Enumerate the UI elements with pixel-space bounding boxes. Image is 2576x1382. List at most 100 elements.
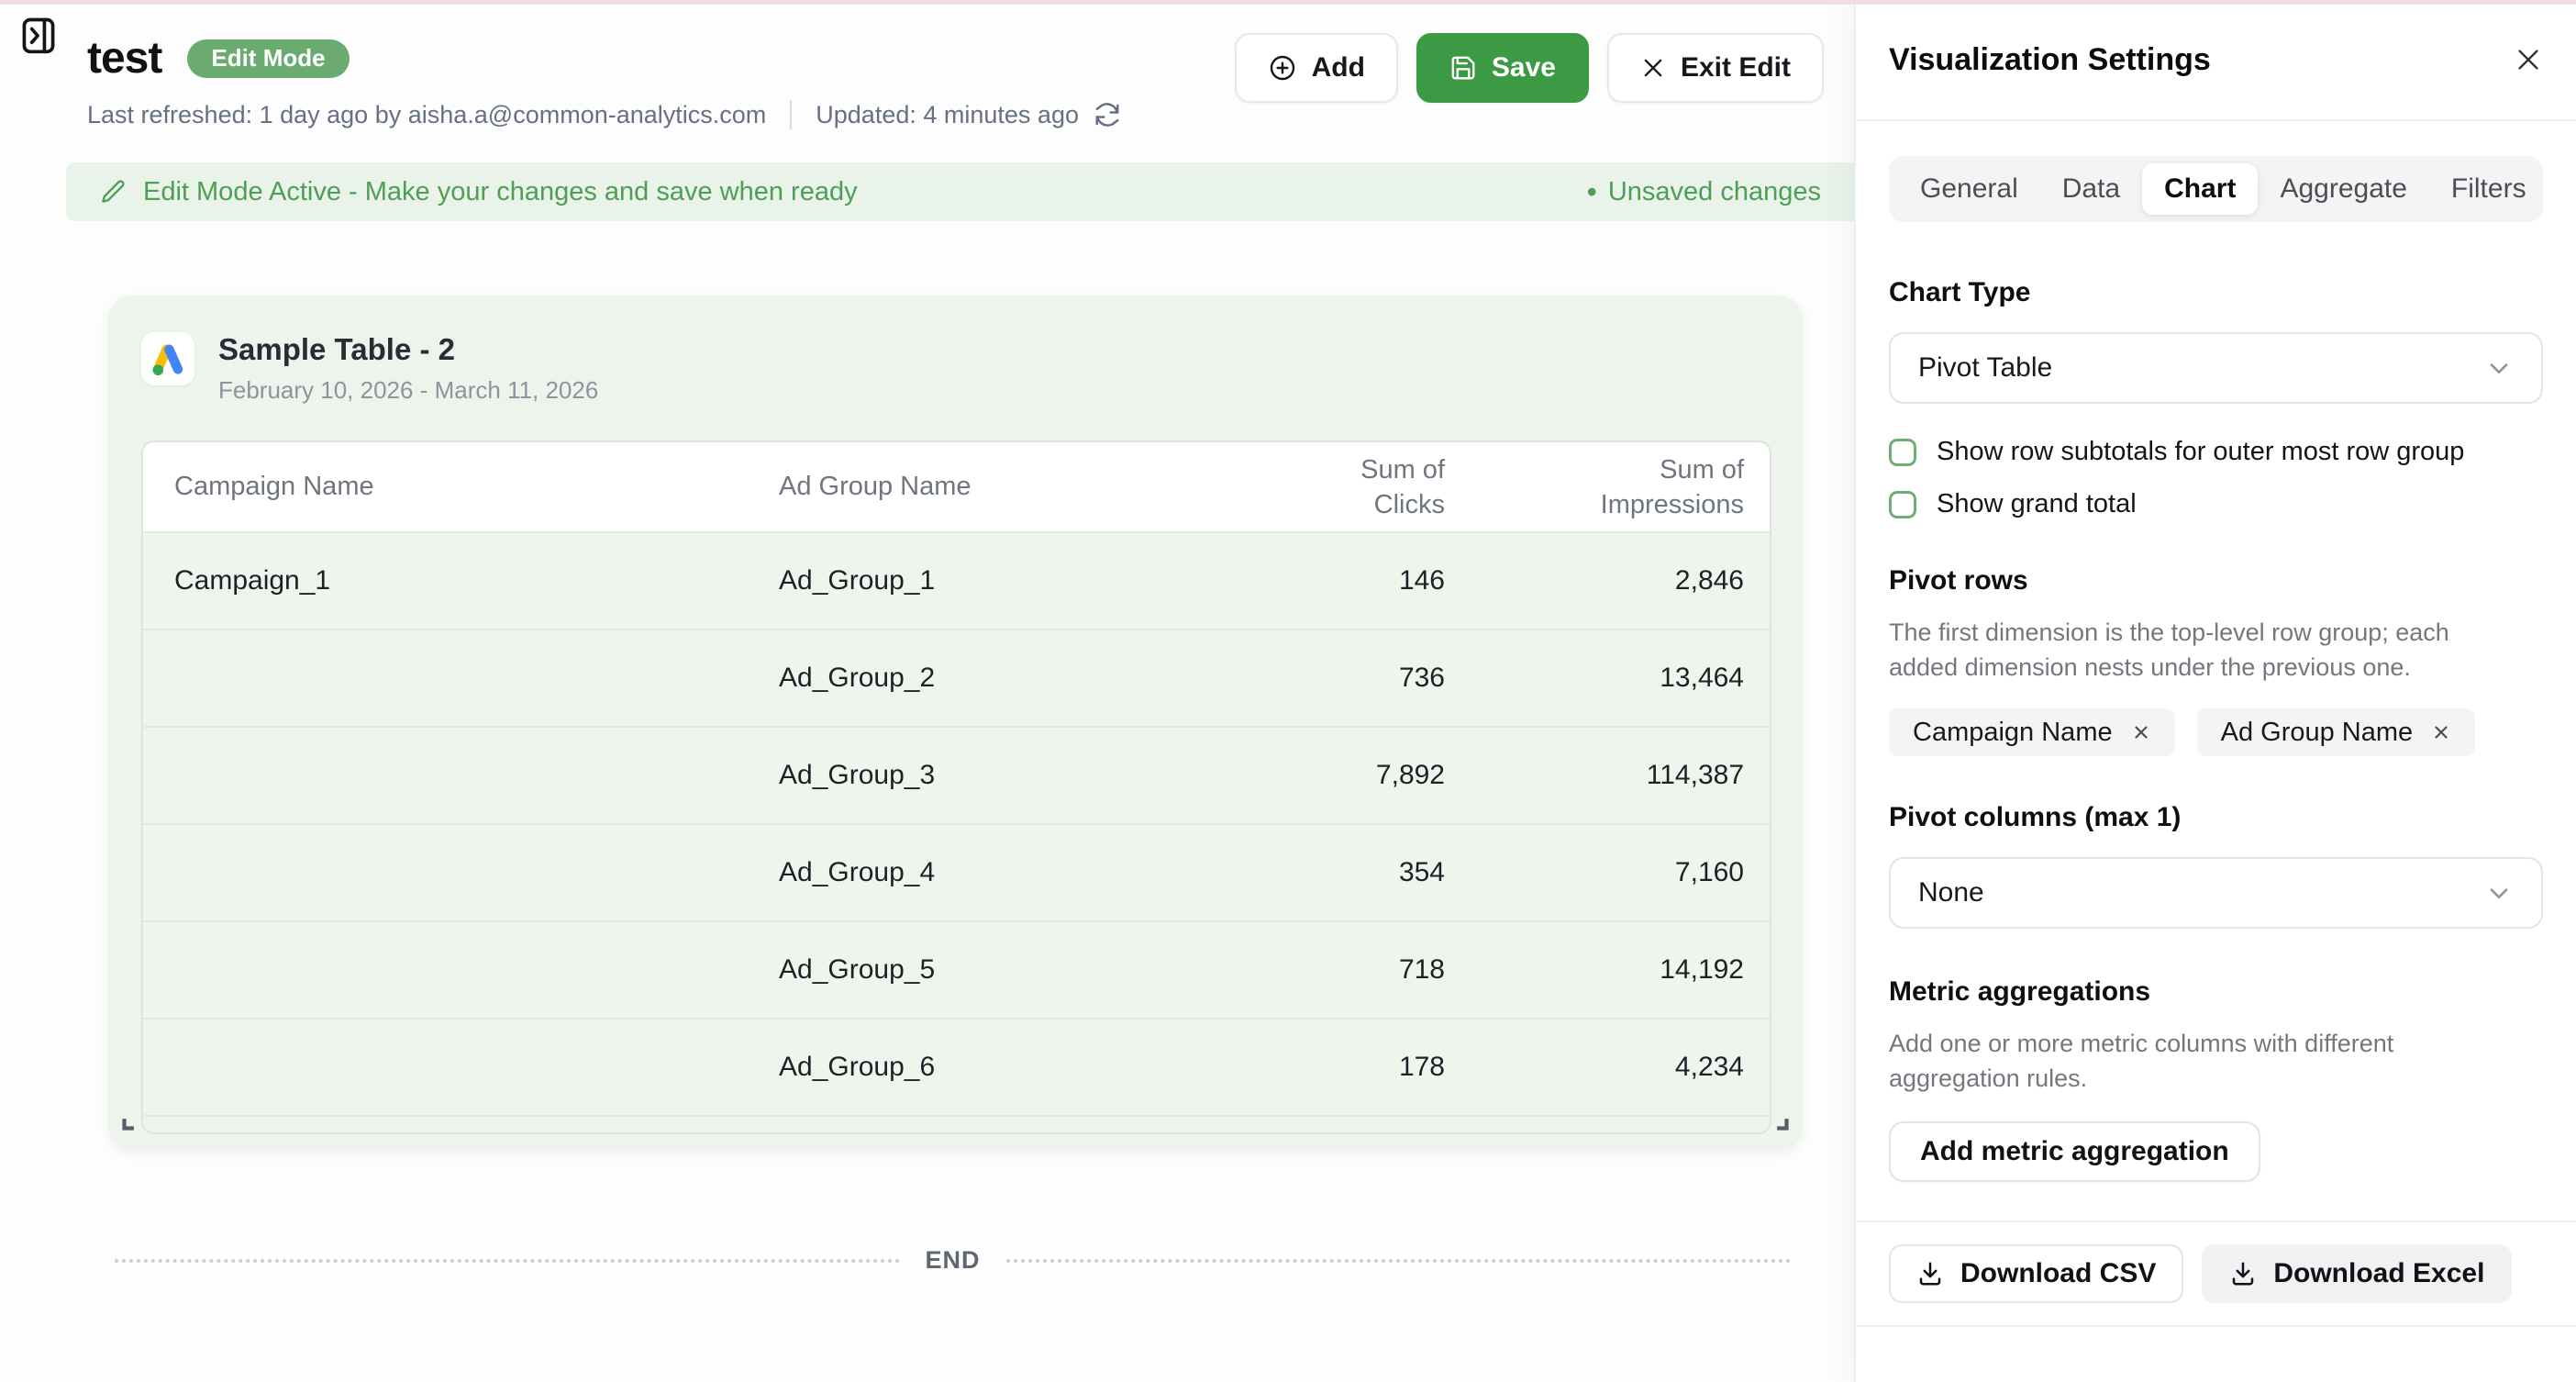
- add-button-label: Add: [1311, 52, 1365, 83]
- subtotals-checkbox-label: Show row subtotals for outer most row gr…: [1937, 437, 2465, 466]
- page-title: test: [87, 34, 162, 83]
- cell-impressions: 7,160: [1674, 857, 1744, 887]
- table-row: Ad_Group_2 736 13,464: [143, 629, 1770, 726]
- cell-clicks: 718: [1398, 954, 1445, 985]
- subtotals-checkbox-row[interactable]: Show row subtotals for outer most row gr…: [1889, 437, 2543, 467]
- table-row: Ad_Group_3 7,892 114,387: [143, 726, 1770, 823]
- refresh-icon[interactable]: [1094, 101, 1121, 128]
- pivot-columns-label: Pivot columns (max 1): [1889, 802, 2182, 832]
- dotted-line: [115, 1258, 900, 1263]
- grand-total-checkbox-label: Show grand total: [1937, 489, 2137, 518]
- status-text: Unsaved changes: [1607, 176, 1821, 206]
- widget-card[interactable]: Sample Table - 2 February 10, 2026 - Mar…: [108, 295, 1803, 1151]
- panel-body: General Data Chart Aggregate Filters Cha…: [1856, 156, 2576, 1327]
- add-button[interactable]: Add: [1234, 33, 1398, 103]
- widget-date-range: February 10, 2026 - March 11, 2026: [218, 376, 599, 404]
- cell-clicks: 354: [1398, 857, 1445, 887]
- pivot-rows-label: Pivot rows: [1889, 565, 2028, 596]
- table-row: Ad_Group_4 354 7,160: [143, 823, 1770, 920]
- pivot-row-chips: Campaign Name Ad Group Name: [1889, 708, 2543, 756]
- meta-separator: [790, 100, 793, 129]
- table-row-clipped: [143, 1115, 1770, 1132]
- cell-adgroup: Ad_Group_4: [779, 857, 936, 887]
- resize-handle-bottom-left[interactable]: [119, 1113, 139, 1138]
- close-icon[interactable]: [2514, 45, 2543, 74]
- panel-header: Visualization Settings: [1856, 0, 2576, 121]
- download-excel-label: Download Excel: [2273, 1258, 2485, 1288]
- panel-title: Visualization Settings: [1889, 41, 2211, 77]
- table-header-row: Campaign Name Ad Group Name Sum of Click…: [143, 442, 1770, 531]
- chart-options: Show row subtotals for outer most row gr…: [1889, 437, 2543, 519]
- cell-impressions: 114,387: [1646, 760, 1744, 790]
- download-icon: [2233, 1262, 2254, 1286]
- cell-adgroup: Ad_Group_6: [779, 1052, 936, 1082]
- visualization-settings-panel: Visualization Settings General Data Char…: [1854, 0, 2576, 1382]
- cell-clicks: 178: [1398, 1052, 1445, 1082]
- remove-chip-icon[interactable]: [2131, 722, 2151, 742]
- tab-filters[interactable]: Filters: [2429, 163, 2548, 215]
- unsaved-changes-status: • Unsaved changes: [1587, 177, 1821, 207]
- chip-label: Ad Group Name: [2220, 717, 2414, 747]
- end-of-page-divider: END: [115, 1246, 1792, 1275]
- pivot-columns-value: None: [1918, 877, 1984, 908]
- edit-mode-badge: Edit Mode: [187, 39, 350, 78]
- resize-handle-bottom-right[interactable]: [1771, 1113, 1792, 1138]
- open-sidebar-icon[interactable]: [18, 15, 59, 55]
- page-header: test Edit Mode Last refreshed: 1 day ago…: [87, 33, 1824, 129]
- chip-campaign-name[interactable]: Campaign Name: [1889, 708, 2175, 756]
- column-header: Ad Group Name: [779, 472, 972, 501]
- tab-chart[interactable]: Chart: [2142, 163, 2259, 215]
- download-excel-button[interactable]: Download Excel: [2202, 1244, 2513, 1303]
- cell-clicks: 146: [1398, 565, 1445, 596]
- cell-adgroup: Ad_Group_3: [779, 760, 936, 790]
- grand-total-checkbox-row[interactable]: Show grand total: [1889, 489, 2543, 519]
- table-row: Campaign_1 Ad_Group_1 146 2,846: [143, 531, 1770, 629]
- cell-adgroup: Ad_Group_1: [779, 565, 936, 596]
- cell-impressions: 14,192: [1660, 954, 1744, 985]
- chart-type-select[interactable]: Pivot Table: [1889, 332, 2543, 404]
- pivot-rows-help: The first dimension is the top-level row…: [1889, 619, 2449, 681]
- chevron-down-icon: [2490, 888, 2508, 898]
- chip-label: Campaign Name: [1913, 717, 2113, 747]
- end-label: END: [925, 1246, 981, 1274]
- cell-adgroup: Ad_Group_2: [779, 663, 936, 693]
- remove-chip-icon[interactable]: [2431, 722, 2451, 742]
- download-csv-label: Download CSV: [1960, 1258, 2157, 1288]
- tab-general[interactable]: General: [1898, 163, 2040, 215]
- pivot-table: Campaign Name Ad Group Name Sum of Click…: [141, 440, 1771, 1134]
- pivot-columns-select[interactable]: None: [1889, 857, 2543, 929]
- save-button[interactable]: Save: [1416, 33, 1589, 103]
- cell-clicks: 7,892: [1375, 760, 1445, 790]
- chevron-down-icon: [2490, 363, 2508, 373]
- dotted-line: [1005, 1258, 1792, 1263]
- column-header: Sum of Clicks: [1360, 454, 1445, 519]
- panel-divider: [1856, 1325, 2576, 1327]
- header-actions: Add Save Exit Edit: [1234, 33, 1824, 103]
- column-header: Campaign Name: [174, 472, 374, 501]
- tab-aggregate[interactable]: Aggregate: [2258, 163, 2428, 215]
- exit-edit-button[interactable]: Exit Edit: [1606, 33, 1824, 103]
- pencil-icon: [99, 178, 127, 206]
- download-csv-button[interactable]: Download CSV: [1889, 1244, 2184, 1303]
- cell-campaign: Campaign_1: [174, 565, 331, 596]
- grand-total-checkbox[interactable]: [1889, 490, 1916, 518]
- download-icon: [1919, 1262, 1941, 1286]
- cell-impressions: 4,234: [1674, 1052, 1744, 1082]
- chip-ad-group-name[interactable]: Ad Group Name: [2196, 708, 2476, 756]
- title-block: test Edit Mode Last refreshed: 1 day ago…: [87, 33, 1121, 129]
- cell-impressions: 2,846: [1674, 565, 1744, 596]
- subtotals-checkbox[interactable]: [1889, 438, 1916, 466]
- banner-message: Edit Mode Active - Make your changes and…: [143, 176, 858, 206]
- cell-impressions: 13,464: [1660, 663, 1744, 693]
- panel-divider: [1856, 1220, 2576, 1222]
- top-accent-line: [0, 0, 2576, 5]
- column-header: Sum of Impressions: [1600, 454, 1744, 519]
- main-area: test Edit Mode Last refreshed: 1 day ago…: [18, 15, 1854, 1275]
- add-metric-aggregation-button[interactable]: Add metric aggregation: [1889, 1121, 2260, 1182]
- tab-data[interactable]: Data: [2040, 163, 2142, 215]
- edit-mode-banner: Edit Mode Active - Make your changes and…: [66, 162, 1854, 221]
- metric-aggregations-help: Add one or more metric columns with diff…: [1889, 1030, 2394, 1092]
- widget-title: Sample Table - 2: [218, 332, 455, 366]
- status-dot: •: [1586, 175, 1597, 208]
- table-row: Ad_Group_6 178 4,234: [143, 1018, 1770, 1115]
